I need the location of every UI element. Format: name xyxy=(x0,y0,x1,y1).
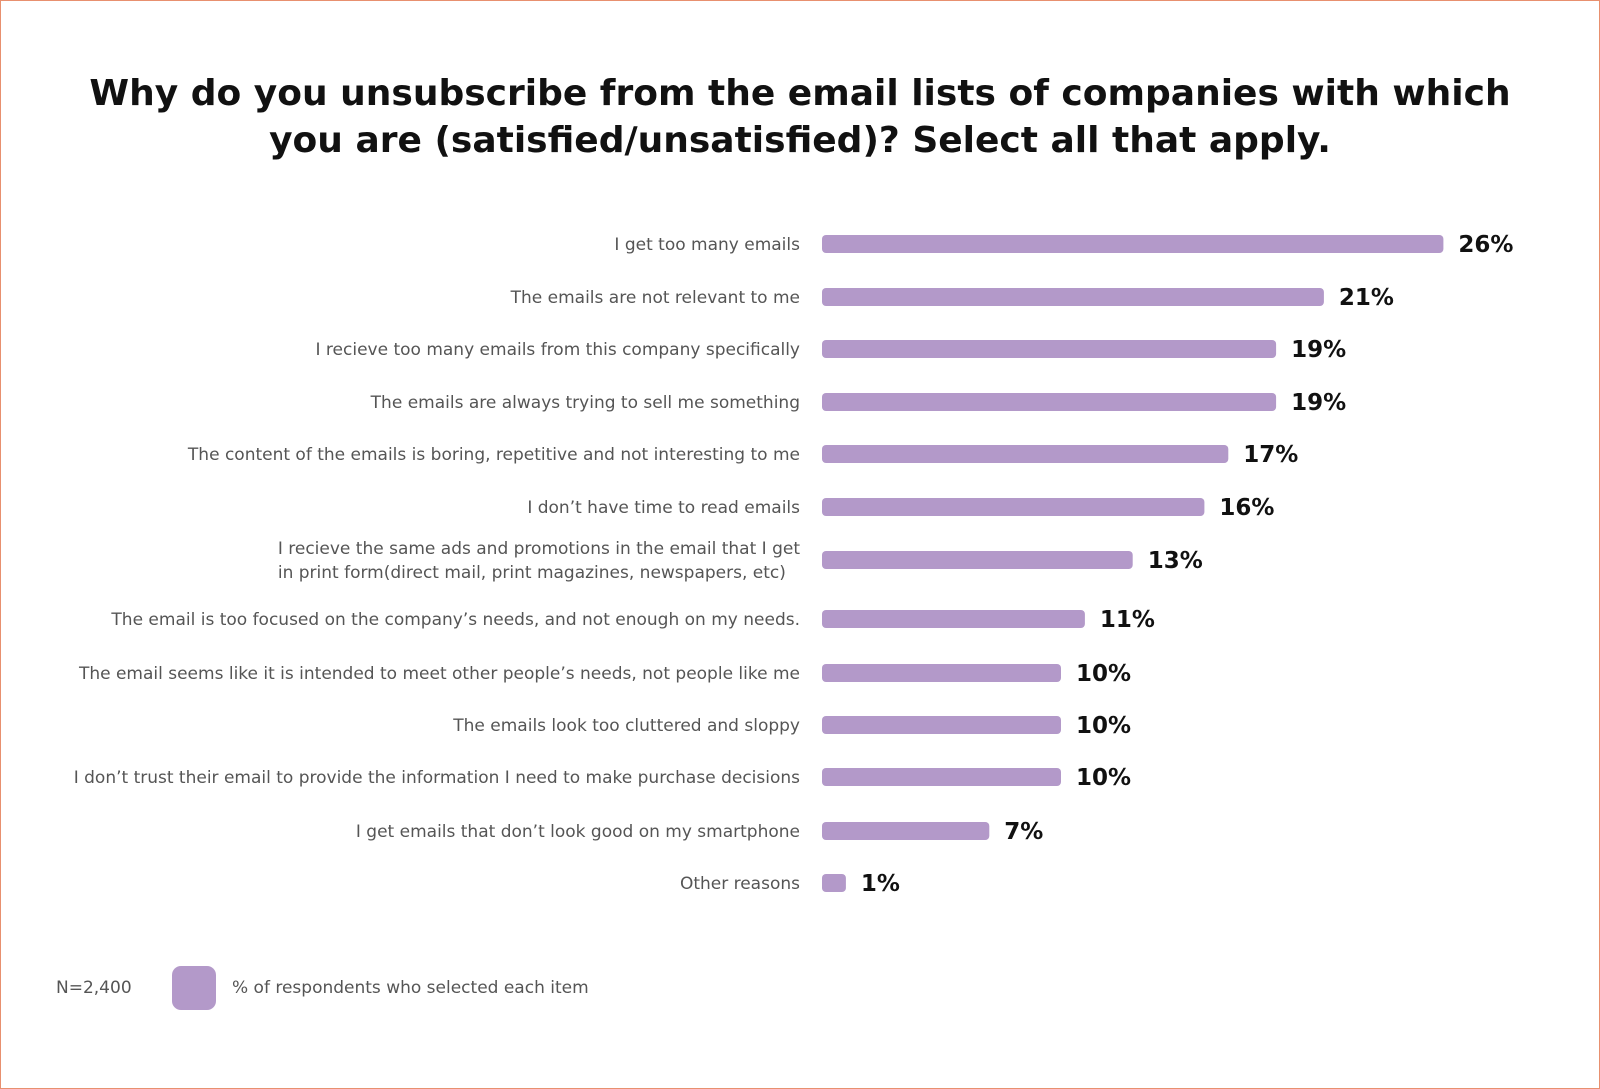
category-label: The emails are always trying to sell me … xyxy=(370,393,800,413)
data-label: 10% xyxy=(1076,661,1131,687)
bar xyxy=(822,551,1133,569)
category-label: The content of the emails is boring, rep… xyxy=(187,445,800,465)
chart-title-line: Why do you unsubscribe from the email li… xyxy=(89,73,1511,114)
data-label: 21% xyxy=(1339,285,1394,311)
bar xyxy=(822,288,1324,306)
data-label: 11% xyxy=(1100,607,1155,633)
category-label: The emails look too cluttered and sloppy xyxy=(452,716,800,736)
category-label: I don’t trust their email to provide the… xyxy=(74,768,800,788)
bar xyxy=(822,822,990,840)
category-label: The email seems like it is intended to m… xyxy=(78,664,800,684)
chart-title-line: you are (satisfied/unsatisfied)? Select … xyxy=(269,120,1331,161)
bar xyxy=(822,235,1444,253)
category-label: I get too many emails xyxy=(614,235,800,255)
data-label: 17% xyxy=(1243,442,1298,468)
bar xyxy=(822,664,1061,682)
bar xyxy=(822,874,846,892)
legend-label: % of respondents who selected each item xyxy=(232,978,589,998)
bar xyxy=(822,768,1061,786)
bar xyxy=(822,340,1277,358)
bar xyxy=(822,445,1229,463)
data-label: 10% xyxy=(1076,713,1131,739)
data-label: 1% xyxy=(861,871,900,897)
category-label: I don’t have time to read emails xyxy=(527,498,800,518)
data-label: 10% xyxy=(1076,765,1131,791)
data-label: 26% xyxy=(1458,232,1513,258)
data-label: 7% xyxy=(1004,819,1043,845)
bar xyxy=(822,498,1205,516)
data-label: 13% xyxy=(1148,548,1203,574)
chart-title: Why do you unsubscribe from the email li… xyxy=(80,70,1520,164)
bar xyxy=(822,610,1085,628)
data-label: 19% xyxy=(1291,337,1346,363)
category-label: I recieve the same ads and promotions in… xyxy=(278,539,800,583)
data-label: 16% xyxy=(1219,495,1274,521)
bar xyxy=(822,716,1061,734)
category-label: Other reasons xyxy=(680,874,800,894)
category-label: The emails are not relevant to me xyxy=(510,288,800,308)
sample-size: N=2,400 xyxy=(56,978,132,998)
data-label: 19% xyxy=(1291,390,1346,416)
category-label: I recieve too many emails from this comp… xyxy=(316,340,800,360)
legend-swatch xyxy=(172,966,216,1010)
category-label: The email is too focused on the company’… xyxy=(110,610,800,630)
bar xyxy=(822,393,1277,411)
category-label: I get emails that don’t look good on my … xyxy=(356,822,800,842)
